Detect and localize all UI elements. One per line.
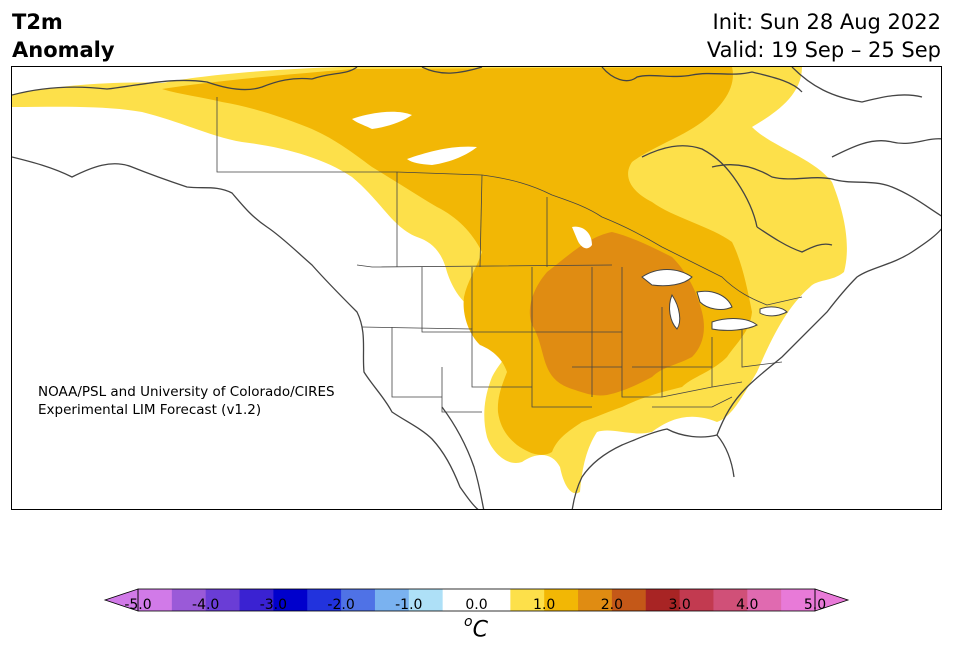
title-variable-line1: T2m [12,10,63,34]
colorbar-cell [273,589,308,611]
colorbar-tick-label: -5.0 [124,597,152,613]
colorbar-tick-label: 4.0 [736,597,759,613]
colorbar-tick-label: 3.0 [668,597,691,613]
title-variable-line2: Anomaly [12,38,115,62]
colorbar-cell [374,589,410,611]
political-borders [216,97,803,413]
colorbar-units: oC [464,614,488,643]
colorbar-cell [578,589,613,611]
map-title: T2m Anomaly [12,8,115,64]
colorbar [103,588,850,612]
colorbar-tick-label: 5.0 [803,597,827,613]
colorbar-cell [307,589,342,611]
anomaly-map [12,67,941,509]
colorbar-cell [544,589,579,611]
colorbar-cell [442,589,477,611]
colorbar-tick-label: -1.0 [395,597,423,613]
colorbar-tick-label: -3.0 [259,597,288,613]
colorbar-cell [239,589,274,611]
credit-line2: Experimental LIM Forecast (v1.2) [38,402,262,418]
colorbar-cell [747,589,782,611]
colorbar-cell [611,589,647,611]
init-date: Init: Sun 28 Aug 2022 [712,10,941,34]
colorbar-tick-label: 0.0 [465,597,488,613]
canadian-lakes [352,111,592,249]
colorbar-cell [205,589,241,611]
units-degree: o [464,614,473,630]
colorbar-cell [476,589,511,611]
colorbar-tick-label: -2.0 [327,597,355,613]
great-lakes [641,269,788,331]
map-panel [11,66,942,510]
units-letter: C [472,617,488,643]
colorbar-cells [138,589,816,611]
valid-date: Valid: 19 Sep – 25 Sep [706,38,941,62]
colorbar-cell [408,589,444,611]
colorbar-cell [679,589,714,611]
colorbar-outline [137,588,816,612]
forecast-dates: Init: Sun 28 Aug 2022 Valid: 19 Sep – 25… [707,8,941,64]
colorbar-tick-label: 1.0 [533,597,556,613]
colorbar-cell [645,589,681,611]
colorbar-cell [781,589,816,611]
colorbar-cell [171,589,207,611]
colorbar-tick-label: -4.0 [192,597,220,613]
data-credit: NOAA/PSL and University of Colorado/CIRE… [38,383,335,419]
colorbar-tick-label: 2.0 [600,597,624,613]
credit-line1: NOAA/PSL and University of Colorado/CIRE… [38,384,335,400]
colorbar-cell [510,589,545,611]
colorbar-cell [713,589,748,611]
colorbar-cell [341,589,376,611]
coastlines [12,67,941,509]
colorbar-cell [138,589,173,611]
